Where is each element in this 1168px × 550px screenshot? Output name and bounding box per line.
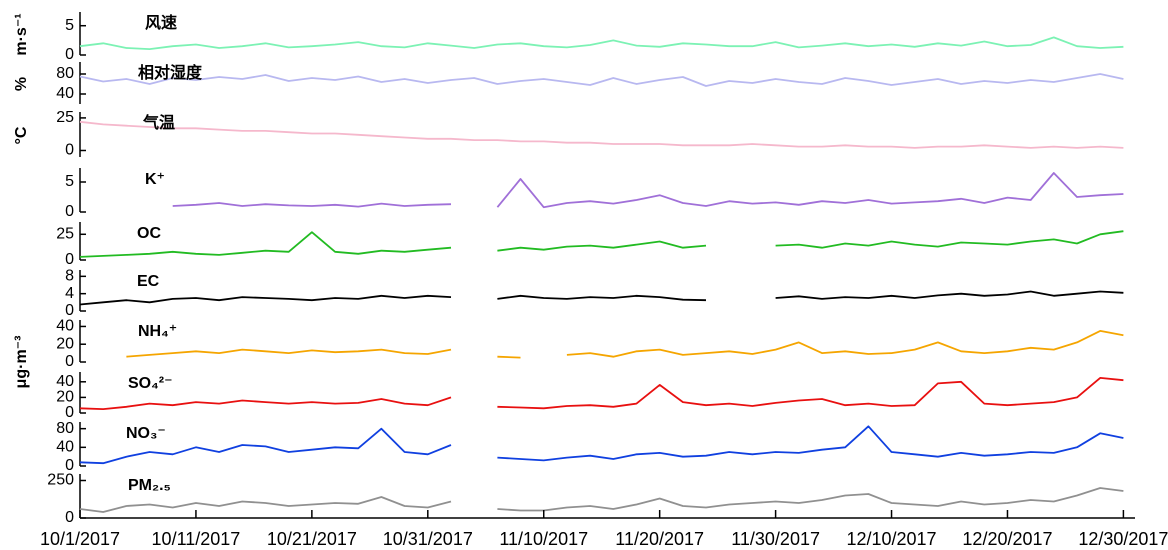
y-tick-label: 0 (65, 302, 74, 319)
y-tick-label: 0 (65, 353, 74, 370)
series-line (79, 377, 1124, 410)
y-tick-label: 0 (65, 46, 74, 63)
series-line (79, 290, 1124, 306)
series-label: K⁺ (145, 171, 165, 188)
series-line (79, 36, 1124, 50)
y-tick-label: 0 (65, 142, 74, 159)
x-tick-label: 12/20/2017 (962, 529, 1052, 549)
y-tick-label: 5 (65, 17, 74, 34)
series-line (79, 73, 1124, 87)
series-line (172, 172, 1124, 209)
x-tick-label: 12/30/2017 (1078, 529, 1168, 549)
series-label: NH₄⁺ (138, 323, 177, 340)
x-tick-label: 11/20/2017 (615, 529, 704, 549)
x-tick-label: 11/30/2017 (731, 529, 820, 549)
series-line (79, 120, 1124, 149)
y-tick-label: 40 (56, 373, 74, 390)
y-tick-label: 0 (65, 203, 74, 220)
series-label: SO₄²⁻ (128, 375, 173, 392)
y-tick-label: 4 (65, 285, 74, 302)
y-tick-label: 20 (56, 335, 74, 352)
y-tick-label: 25 (56, 226, 74, 243)
x-tick-label: 10/11/2017 (152, 529, 241, 549)
y-tick-label: 25 (56, 109, 74, 126)
y-tick-label: 80 (56, 65, 74, 82)
y-axis-label: μg·m⁻³ (13, 336, 30, 389)
y-tick-label: 80 (56, 420, 74, 437)
series-label: PM₂.₅ (128, 477, 171, 494)
y-tick-label: 0 (65, 509, 74, 526)
series-line (79, 425, 1124, 465)
series-label: 气温 (142, 113, 175, 132)
y-tick-label: 40 (56, 318, 74, 335)
series-line (79, 487, 1124, 513)
y-axis-label: % (13, 77, 30, 91)
series-line (126, 330, 1124, 359)
y-axis-label: m·s⁻¹ (13, 13, 30, 55)
y-tick-label: 8 (65, 268, 74, 285)
y-tick-label: 5 (65, 173, 74, 190)
y-tick-label: 250 (47, 472, 74, 489)
series-label: 风速 (145, 14, 177, 32)
x-tick-label: 11/10/2017 (499, 529, 588, 549)
series-label: NO₃⁻ (126, 425, 166, 442)
series-line (79, 230, 1124, 258)
x-tick-label: 10/31/2017 (383, 529, 473, 549)
y-tick-label: 20 (56, 389, 74, 406)
y-axis-label: °C (13, 126, 30, 144)
series-label: EC (137, 273, 160, 290)
series-label: OC (137, 225, 161, 242)
y-tick-label: 0 (65, 457, 74, 474)
x-tick-label: 10/1/2017 (40, 529, 120, 549)
series-label: 相对湿度 (138, 63, 203, 82)
y-tick-label: 0 (65, 251, 74, 268)
x-tick-label: 12/10/2017 (846, 529, 936, 549)
y-tick-label: 40 (56, 85, 74, 102)
x-tick-label: 10/21/2017 (267, 529, 357, 549)
y-tick-label: 0 (65, 404, 74, 421)
y-tick-label: 40 (56, 439, 74, 456)
